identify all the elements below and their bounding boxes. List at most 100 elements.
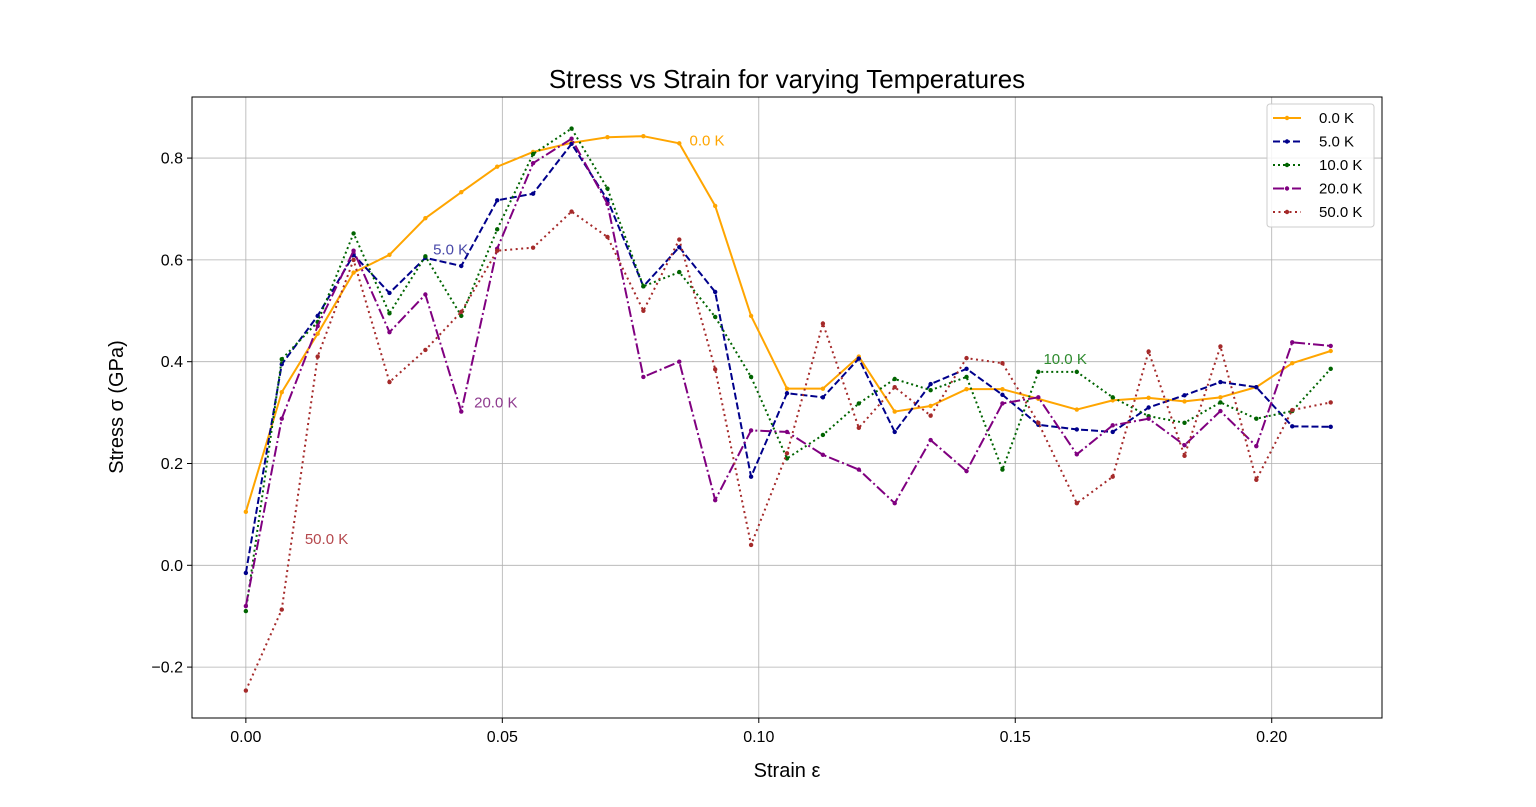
data-point [1328,400,1333,405]
plot-series [243,126,1333,693]
data-point [856,356,862,361]
data-point [928,403,933,409]
data-point [1036,395,1041,400]
data-point [641,133,646,139]
data-point [279,356,284,362]
data-point [279,416,284,421]
legend-label: 50.0 K [1319,204,1362,221]
plot-frame [191,96,1383,719]
data-point [569,136,574,141]
data-point [569,126,574,131]
chart-title: Stress vs Strain for varying Temperature… [549,64,1025,94]
x-axis-ticks: 0.00 0.05 0.10 0.15 0.20 [230,718,1287,746]
data-point [1328,424,1333,430]
data-point [1074,500,1080,506]
data-point [423,215,428,221]
data-point [605,234,610,240]
data-point [1218,400,1223,405]
data-point [387,379,392,385]
legend-label: 10.0 K [1319,157,1362,174]
data-point [530,160,536,166]
legend-marker [1284,162,1290,168]
data-point [459,313,464,319]
series-annotation: 10.0 K [1043,351,1086,368]
y-tick-label: 0.6 [161,252,183,269]
data-point [1000,361,1005,366]
data-point [423,254,428,259]
series-annotation: 20.0 K [474,394,517,411]
data-point [641,308,646,313]
data-point [1000,386,1005,392]
legend: 0.0 K 5.0 K 10.0 K 20.0 K 50.0 K [1266,103,1375,228]
data-point [1328,343,1333,349]
data-point [1290,340,1295,345]
data-point [387,329,392,335]
data-point [820,395,826,400]
data-point [494,198,500,203]
data-point [351,248,356,253]
data-point [351,231,356,236]
data-point [784,386,790,391]
data-point [784,429,790,435]
data-point [1182,399,1187,404]
y-tick-label: 0.2 [161,456,183,473]
data-point [423,347,428,353]
data-point [569,209,574,214]
data-point [712,203,718,209]
legend-marker [1284,209,1290,215]
data-point [784,451,790,456]
data-point [748,474,754,479]
data-point [1146,405,1151,410]
data-point [820,386,826,391]
data-point [1218,379,1223,385]
data-point [856,425,862,431]
x-tick-label: 0.15 [1000,729,1031,746]
data-point [279,607,284,612]
data-point [928,387,933,393]
series-20-0-k [243,136,1333,609]
series-line-20-0-k [244,137,1331,607]
data-point [315,323,320,329]
legend-marker [1284,139,1290,144]
data-point [928,437,933,443]
legend-label: 5.0 K [1319,134,1354,151]
y-axis-ticks: −0.2 0.0 0.2 0.4 0.6 0.8 [151,151,192,677]
data-point [387,290,392,296]
data-point [1290,424,1295,429]
data-point [1000,392,1005,397]
data-point [1074,369,1080,375]
data-point [677,359,682,364]
data-point [964,374,969,380]
data-point [315,354,320,359]
legend-label: 20.0 K [1319,181,1362,198]
data-point [964,366,969,372]
x-tick-label: 0.10 [743,729,774,746]
data-point [1182,453,1187,459]
data-point [351,257,356,263]
data-point [243,603,249,609]
legend-entry: 5.0 K [1273,134,1354,151]
data-point [243,608,249,614]
data-point [387,252,392,257]
data-point [605,201,610,207]
legend-entry: 50.0 K [1273,204,1362,221]
data-point [784,391,790,396]
data-point [748,313,754,319]
data-point [1110,429,1115,435]
data-point [1110,398,1115,403]
data-point [1036,420,1041,425]
data-point [892,384,897,390]
series-annotation: 5.0 K [433,242,468,259]
data-point [964,355,969,361]
data-point [1146,395,1151,401]
data-point [423,292,428,297]
series-annotations: 0.0 K 5.0 K 10.0 K 20.0 K 50.0 K [305,132,1087,548]
series-50-0-k [243,209,1333,693]
data-point [892,429,897,435]
data-point [459,409,464,414]
data-point [243,688,249,693]
data-point [1074,427,1080,432]
data-point [1110,395,1115,400]
data-point [1254,477,1259,482]
data-point [677,237,682,242]
